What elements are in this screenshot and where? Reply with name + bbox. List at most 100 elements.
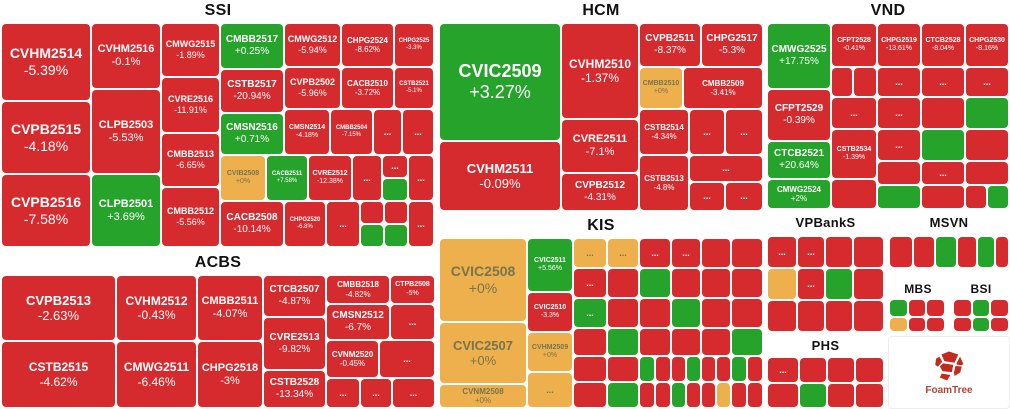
treemap-tile[interactable] [732, 239, 762, 267]
treemap-tile[interactable] [640, 383, 654, 407]
treemap-tile-cmwg2515[interactable]: CMWG2515 -1.89% [162, 24, 219, 76]
treemap-tile[interactable] [936, 237, 956, 267]
treemap-tile-cacb2510[interactable]: CACB2510 -3.72% [342, 68, 393, 108]
treemap-tile-ctcb2528[interactable]: CTCB2528 -8.04% [922, 24, 964, 66]
treemap-tile[interactable] [966, 162, 1008, 184]
treemap-tile[interactable] [966, 130, 1008, 160]
treemap-tile[interactable] [922, 186, 964, 208]
treemap-tile-cvhm2510[interactable]: CVHM2510 -1.37% [562, 24, 638, 118]
treemap-tile[interactable] [672, 357, 685, 381]
treemap-tile[interactable] [702, 357, 715, 381]
treemap-tile[interactable]: ... [966, 68, 1008, 96]
treemap-tile[interactable] [702, 269, 730, 297]
treemap-tile[interactable]: ... [922, 68, 964, 96]
treemap-tile-cvic2510[interactable]: CVIC2510 -3.3% [528, 293, 572, 331]
treemap-tile[interactable] [914, 237, 934, 267]
treemap-tile[interactable] [383, 179, 407, 200]
treemap-tile[interactable] [909, 300, 925, 316]
treemap-tile[interactable]: ... [832, 98, 876, 128]
treemap-tile-cvre2512[interactable]: CVRE2512 -12.38% [309, 156, 351, 200]
treemap-tile-cvhm2512[interactable]: CVHM2512 -0.43% [117, 276, 196, 340]
treemap-tile[interactable]: ... [798, 237, 824, 267]
treemap-tile-cvic2511[interactable]: CVIC2511 +5.56% [528, 239, 572, 291]
treemap-tile[interactable] [991, 318, 1008, 331]
treemap-tile[interactable] [672, 383, 685, 407]
treemap-tile[interactable] [927, 300, 944, 316]
treemap-tile-cstb2528[interactable]: CSTB2528 -13.34% [264, 371, 325, 407]
treemap-tile[interactable] [856, 358, 883, 382]
treemap-tile[interactable] [828, 358, 854, 382]
treemap-tile-cstb2521[interactable]: CSTB2521 -5.1% [395, 68, 433, 108]
treemap-tile[interactable]: ... [528, 373, 572, 407]
treemap-tile[interactable] [978, 237, 994, 267]
treemap-tile[interactable] [574, 329, 606, 355]
treemap-tile[interactable]: ... [574, 239, 606, 267]
treemap-tile[interactable]: ... [726, 110, 762, 154]
treemap-tile[interactable] [732, 329, 762, 355]
treemap-tile[interactable] [608, 357, 638, 381]
treemap-tile[interactable] [973, 300, 989, 316]
treemap-tile-cstb2513[interactable]: CSTB2513 -4.8% [640, 156, 688, 210]
treemap-tile[interactable] [608, 269, 638, 297]
treemap-tile[interactable]: ... [878, 130, 920, 160]
treemap-tile-chpg2524[interactable]: CHPG2524 -8.62% [342, 24, 393, 66]
treemap-tile-cmwg2512[interactable]: CMWG2512 -5.94% [285, 24, 340, 66]
treemap-tile[interactable]: ... [391, 305, 434, 339]
treemap-tile[interactable] [748, 383, 762, 407]
treemap-tile-cstb2514[interactable]: CSTB2514 -4.34% [640, 110, 688, 154]
treemap-tile-chpg2530[interactable]: CHPG2530 -8.16% [966, 24, 1008, 66]
treemap-tile-chpg2518[interactable]: CHPG2518 -3% [198, 342, 262, 407]
treemap-tile-cvpb2511[interactable]: CVPB2511 -8.37% [640, 24, 700, 66]
treemap-tile[interactable] [608, 299, 638, 327]
treemap-tile-cvre2516[interactable]: CVRE2516 -11.91% [162, 78, 219, 132]
treemap-tile[interactable] [768, 269, 796, 299]
treemap-tile[interactable] [890, 237, 912, 267]
treemap-tile[interactable]: ... [878, 68, 920, 96]
treemap-tile[interactable] [732, 269, 762, 297]
treemap-tile[interactable] [702, 383, 715, 407]
treemap-tile-cfpt2529[interactable]: CFPT2529 -0.39% [768, 90, 830, 140]
treemap-tile[interactable]: ... [361, 379, 391, 407]
treemap-tile[interactable] [996, 237, 1008, 267]
treemap-tile[interactable] [732, 383, 746, 407]
treemap-tile[interactable] [574, 357, 606, 381]
treemap-tile-cvpb2502[interactable]: CVPB2502 -5.96% [285, 68, 340, 108]
treemap-tile[interactable] [608, 329, 638, 355]
treemap-tile-cmsn2514[interactable]: CMSN2514 -4.18% [285, 110, 329, 154]
treemap-tile[interactable] [687, 357, 700, 381]
treemap-tile-cstb2534[interactable]: CSTB2534 -1.39% [832, 130, 876, 178]
treemap-tile[interactable] [832, 68, 852, 96]
treemap-tile-cmbb2513[interactable]: CMBB2513 -6.65% [162, 134, 219, 186]
treemap-tile-cvpb2512[interactable]: CVPB2512 -4.31% [562, 174, 638, 210]
treemap-tile-cvhm2516[interactable]: CVHM2516 -0.1% [92, 24, 160, 88]
treemap-tile[interactable] [878, 186, 920, 208]
treemap-tile[interactable] [574, 383, 606, 407]
treemap-tile-cvic2509[interactable]: CVIC2509 +3.27% [440, 24, 560, 140]
treemap-tile-cmwg2524[interactable]: CMWG2524 +2% [768, 180, 830, 208]
treemap-tile-cmbb2510[interactable]: CMBB2510 +0% [640, 68, 682, 108]
treemap-tile[interactable] [656, 383, 670, 407]
treemap-tile[interactable] [702, 239, 730, 267]
treemap-tile[interactable] [768, 301, 796, 331]
treemap-tile[interactable] [991, 300, 1008, 316]
treemap-tile[interactable] [828, 384, 854, 407]
treemap-tile-cvpb2515[interactable]: CVPB2515 -4.18% [2, 102, 90, 173]
treemap-tile[interactable] [954, 318, 971, 331]
treemap-tile[interactable]: ... [690, 110, 724, 154]
treemap-tile[interactable]: ... [380, 341, 434, 377]
treemap-tile-cmsn2516[interactable]: CMSN2516 +0.71% [221, 114, 283, 154]
treemap-tile[interactable] [966, 98, 1008, 128]
treemap-tile[interactable] [672, 329, 700, 355]
treemap-tile-cvre2511[interactable]: CVRE2511 -7.1% [562, 120, 638, 172]
treemap-tile[interactable] [909, 318, 925, 331]
treemap-tile-chpg2517[interactable]: CHPG2517 -5.3% [702, 24, 762, 66]
treemap-tile-cvnm2508[interactable]: CVNM2508 +0% [440, 385, 526, 407]
treemap-tile[interactable] [687, 383, 700, 407]
treemap-tile[interactable] [954, 300, 971, 316]
treemap-tile-cstb2515[interactable]: CSTB2515 -4.62% [2, 342, 115, 407]
treemap-tile[interactable]: ... [768, 358, 798, 382]
treemap-tile[interactable] [798, 301, 824, 331]
treemap-tile[interactable]: ... [690, 156, 762, 181]
treemap-tile-cvpb2513[interactable]: CVPB2513 -2.63% [2, 276, 115, 340]
treemap-tile[interactable] [608, 383, 638, 407]
